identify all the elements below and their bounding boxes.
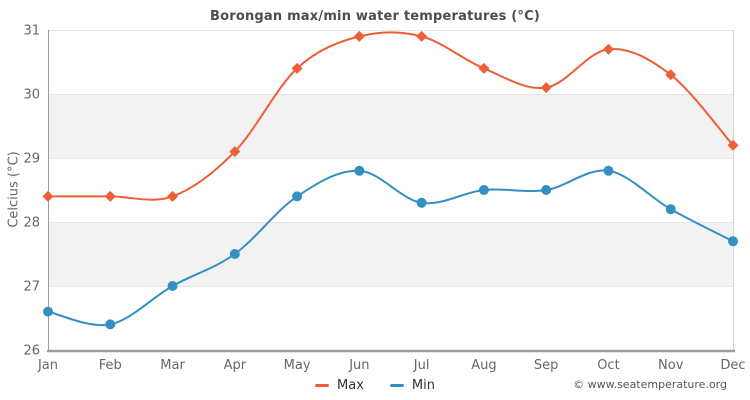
min-point-feb[interactable] [105, 319, 116, 330]
max-point-jun[interactable] [353, 30, 365, 42]
x-tick-label-feb: Feb [99, 358, 122, 373]
min-point-jul[interactable] [416, 197, 427, 208]
y-tick-label-27: 27 [23, 280, 40, 295]
x-tick-label-jan: Jan [37, 358, 58, 373]
grid-band [48, 94, 733, 158]
x-tick-label-nov: Nov [658, 358, 684, 373]
max-series-swatch [315, 383, 330, 387]
min-point-jan[interactable] [43, 306, 53, 317]
max-point-aug[interactable] [478, 62, 490, 74]
max-point-apr[interactable] [229, 146, 241, 158]
legend-label-min: Min [411, 377, 435, 393]
max-point-dec[interactable] [727, 139, 739, 151]
legend-label-max: Max [337, 377, 364, 393]
copyright-text: © www.seatemperature.org [573, 378, 727, 391]
grid-band [48, 222, 733, 286]
max-point-sep[interactable] [540, 82, 552, 94]
y-axis-title: Celcius (°C) [6, 151, 22, 228]
min-point-sep[interactable] [541, 185, 552, 195]
x-tick-label-apr: Apr [224, 358, 247, 373]
min-point-mar[interactable] [167, 281, 178, 291]
min-point-oct[interactable] [603, 165, 614, 176]
max-point-nov[interactable] [665, 69, 677, 81]
x-tick-label-aug: Aug [471, 358, 496, 373]
max-point-jul[interactable] [416, 30, 428, 42]
y-tick-label-30: 30 [23, 88, 40, 103]
max-point-feb[interactable] [104, 190, 116, 202]
max-point-may[interactable] [291, 62, 303, 74]
y-tick-label-28: 28 [23, 216, 40, 231]
legend: Max Min [0, 376, 750, 394]
x-tick-label-jul: Jul [413, 358, 430, 373]
min-point-may[interactable] [292, 191, 303, 202]
x-tick-label-mar: Mar [160, 358, 185, 373]
min-point-apr[interactable] [229, 249, 240, 259]
x-tick-label-oct: Oct [597, 358, 619, 373]
legend-item-max[interactable]: Max [315, 378, 364, 393]
min-point-dec[interactable] [728, 236, 738, 247]
legend-item-min[interactable]: Min [389, 377, 435, 393]
x-tick-label-dec: Dec [720, 358, 745, 373]
max-point-jan[interactable] [42, 190, 54, 202]
min-point-aug[interactable] [478, 185, 489, 195]
chart-title: Borongan max/min water temperatures (°C) [209, 9, 541, 24]
x-tick-label-jun: Jun [348, 358, 369, 373]
min-series-line [47, 169, 734, 327]
y-tick-label-26: 26 [23, 344, 40, 359]
y-tick-label-29: 29 [23, 152, 40, 167]
max-point-mar[interactable] [167, 190, 179, 202]
x-tick-label-may: May [284, 358, 311, 373]
min-point-nov[interactable] [665, 204, 676, 215]
x-tick-label-sep: Sep [534, 358, 559, 373]
min-series-swatch [389, 383, 404, 387]
min-point-jun[interactable] [354, 165, 365, 176]
max-point-oct[interactable] [602, 43, 614, 55]
y-tick-label-31: 31 [23, 24, 40, 39]
